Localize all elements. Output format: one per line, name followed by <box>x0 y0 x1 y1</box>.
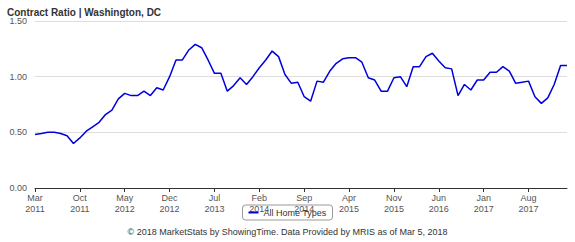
svg-text:2011: 2011 <box>25 204 44 214</box>
svg-text:0.50: 0.50 <box>9 127 27 137</box>
svg-text:Jul: Jul <box>209 193 221 203</box>
svg-text:Sep: Sep <box>296 193 312 203</box>
svg-text:2012: 2012 <box>160 204 180 214</box>
svg-text:© 2018 MarketStats by ShowingT: © 2018 MarketStats by ShowingTime. Data … <box>128 227 448 237</box>
svg-text:Oct: Oct <box>73 193 88 203</box>
svg-text:All Home Types: All Home Types <box>263 208 326 218</box>
svg-text:2017: 2017 <box>474 204 494 214</box>
svg-text:0.00: 0.00 <box>9 183 27 193</box>
svg-text:2017: 2017 <box>519 204 539 214</box>
svg-text:2016: 2016 <box>429 204 449 214</box>
svg-text:Apr: Apr <box>342 193 356 203</box>
svg-text:Jun: Jun <box>432 193 447 203</box>
svg-text:2013: 2013 <box>204 204 224 214</box>
svg-text:Nov: Nov <box>386 193 403 203</box>
svg-text:1.50: 1.50 <box>9 16 27 26</box>
svg-text:Contract Ratio | Washington, D: Contract Ratio | Washington, DC <box>7 7 161 18</box>
svg-text:1.00: 1.00 <box>9 72 27 82</box>
svg-text:Aug: Aug <box>521 193 537 203</box>
svg-text:2015: 2015 <box>339 204 359 214</box>
svg-text:Feb: Feb <box>252 193 268 203</box>
svg-text:2011: 2011 <box>70 204 89 214</box>
svg-text:May: May <box>116 193 134 203</box>
svg-text:2015: 2015 <box>384 204 404 214</box>
svg-text:Jan: Jan <box>476 193 491 203</box>
svg-text:2012: 2012 <box>115 204 135 214</box>
svg-text:Dec: Dec <box>162 193 179 203</box>
svg-text:Mar: Mar <box>27 193 43 203</box>
